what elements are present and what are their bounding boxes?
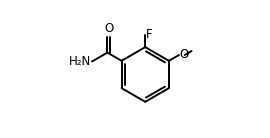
Text: O: O xyxy=(104,22,113,35)
Text: H₂N: H₂N xyxy=(68,55,91,68)
Text: O: O xyxy=(180,48,189,62)
Text: F: F xyxy=(146,28,153,41)
